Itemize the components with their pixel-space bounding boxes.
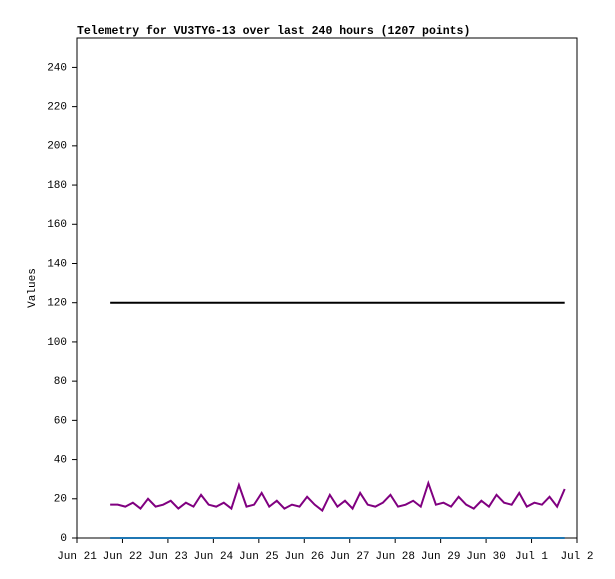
y-tick-label: 80 bbox=[54, 376, 67, 388]
y-tick-label: 20 bbox=[54, 494, 67, 506]
y-tick-label: 180 bbox=[47, 180, 67, 192]
x-tick-label: Jun 30 bbox=[466, 551, 506, 563]
chart-title: Telemetry for VU3TYG-13 over last 240 ho… bbox=[77, 25, 470, 38]
y-tick-label: 100 bbox=[47, 337, 67, 349]
y-tick-label: 160 bbox=[47, 219, 67, 231]
y-tick-label: 60 bbox=[54, 415, 67, 427]
y-tick-label: 120 bbox=[47, 298, 67, 310]
plot-frame bbox=[76, 37, 578, 539]
x-tick-label: Jun 26 bbox=[284, 551, 324, 563]
x-tick-label: Jun 21 bbox=[57, 551, 97, 563]
x-tick-label: Jul 2 bbox=[560, 551, 593, 563]
y-tick-label: 40 bbox=[54, 454, 67, 466]
y-tick-label: 0 bbox=[60, 533, 67, 545]
y-tick-label: 220 bbox=[47, 102, 67, 114]
series-line bbox=[110, 479, 566, 513]
y-tick-label: 240 bbox=[47, 62, 67, 74]
x-tick-label: Jun 25 bbox=[239, 551, 279, 563]
x-tick-label: Jul 1 bbox=[515, 551, 548, 563]
x-tick-label: Jun 22 bbox=[103, 551, 143, 563]
x-tick-label: Jun 29 bbox=[421, 551, 461, 563]
x-tick-label: Jun 28 bbox=[375, 551, 415, 563]
x-tick-label: Jun 27 bbox=[330, 551, 370, 563]
y-tick-label: 200 bbox=[47, 141, 67, 153]
x-tick-label: Jun 23 bbox=[148, 551, 188, 563]
x-tick-label: Jun 24 bbox=[194, 551, 234, 563]
y-tick-label: 140 bbox=[47, 258, 67, 270]
y-axis-label: Values bbox=[27, 268, 39, 308]
